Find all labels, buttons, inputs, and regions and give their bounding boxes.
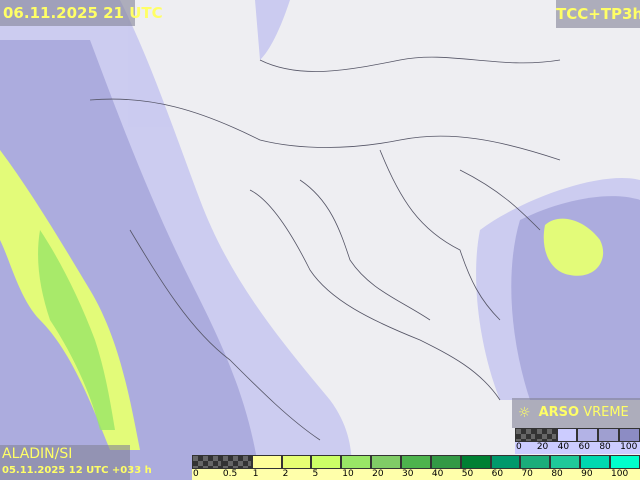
- precipitation-legend: 0 0.5 1 2 5 10 20 30 40 50 60 70 80 90 100: [192, 455, 640, 480]
- legend-label: 30: [402, 469, 414, 479]
- model-name: ALADIN/SI: [2, 446, 73, 462]
- legend-swatch: [619, 428, 640, 442]
- legend-label-row: 0 0.5 1 2 5 10 20 30 40 50 60 70 80 90 100: [192, 469, 640, 480]
- legend-swatch: [430, 455, 461, 469]
- legend-label: 1: [252, 469, 259, 479]
- legend-label: 0.5: [222, 469, 238, 479]
- legend-swatch: [535, 428, 557, 442]
- legend-label: 60: [578, 442, 590, 452]
- legend-label-row: 0 20 40 60 80 100: [515, 442, 640, 453]
- valid-time-label: 06.11.2025 21 UTC: [0, 0, 163, 26]
- legend-swatch: [577, 428, 599, 442]
- legend-label: 5: [312, 469, 319, 479]
- legend-swatch: [520, 455, 551, 469]
- cloud-cover-legend: 0 20 40 60 80 100: [515, 428, 640, 454]
- legend-label: 100: [620, 442, 638, 452]
- legend-swatch: [460, 455, 491, 469]
- legend-swatch: [371, 455, 402, 469]
- legend-label: 40: [557, 442, 570, 452]
- legend-swatch-row: [192, 455, 640, 469]
- legend-swatch: [192, 455, 222, 469]
- product-label: TCC+TP3h: [556, 0, 640, 28]
- cloud-cover-dense: [0, 40, 640, 480]
- logo-vreme: VREME: [579, 405, 629, 420]
- legend-swatch: [281, 455, 312, 469]
- legend-label: 20: [372, 469, 384, 479]
- legend-label: 0: [193, 469, 199, 479]
- legend-label: 2: [282, 469, 289, 479]
- legend-swatch: [221, 455, 252, 469]
- legend-swatch: [580, 455, 611, 469]
- model-run: 05.11.2025 12 UTC +033 h: [2, 465, 152, 476]
- logo-arso: ARSO: [538, 405, 580, 420]
- legend-swatch: [610, 455, 640, 469]
- legend-label: 0: [516, 442, 522, 452]
- precipitation-moderate: [38, 230, 115, 430]
- legend-swatch: [550, 455, 581, 469]
- legend-swatch: [490, 455, 521, 469]
- legend-label: 20: [536, 442, 549, 452]
- legend-swatch-row: [515, 428, 640, 442]
- legend-label: 100: [611, 469, 629, 479]
- legend-label: 90: [581, 469, 593, 479]
- legend-swatch: [401, 455, 431, 469]
- borders-coastlines: [89, 56, 561, 441]
- arso-logo: ☼ ARSO VREME: [512, 398, 640, 428]
- sun-cloud-icon: ☼: [518, 405, 531, 421]
- model-info: ALADIN/SI 05.11.2025 12 UTC +033 h: [0, 445, 152, 480]
- legend-swatch: [515, 428, 536, 442]
- legend-swatch: [341, 455, 372, 469]
- legend-swatch: [251, 455, 282, 469]
- legend-label: 10: [342, 469, 354, 479]
- legend-label: 60: [491, 469, 504, 479]
- legend-label: 50: [461, 469, 474, 479]
- legend-swatch: [311, 455, 342, 469]
- legend-label: 80: [599, 442, 611, 452]
- legend-label: 40: [431, 469, 444, 479]
- legend-label: 70: [521, 469, 533, 479]
- legend-label: 80: [551, 469, 563, 479]
- legend-swatch: [598, 428, 620, 442]
- legend-swatch: [556, 428, 578, 442]
